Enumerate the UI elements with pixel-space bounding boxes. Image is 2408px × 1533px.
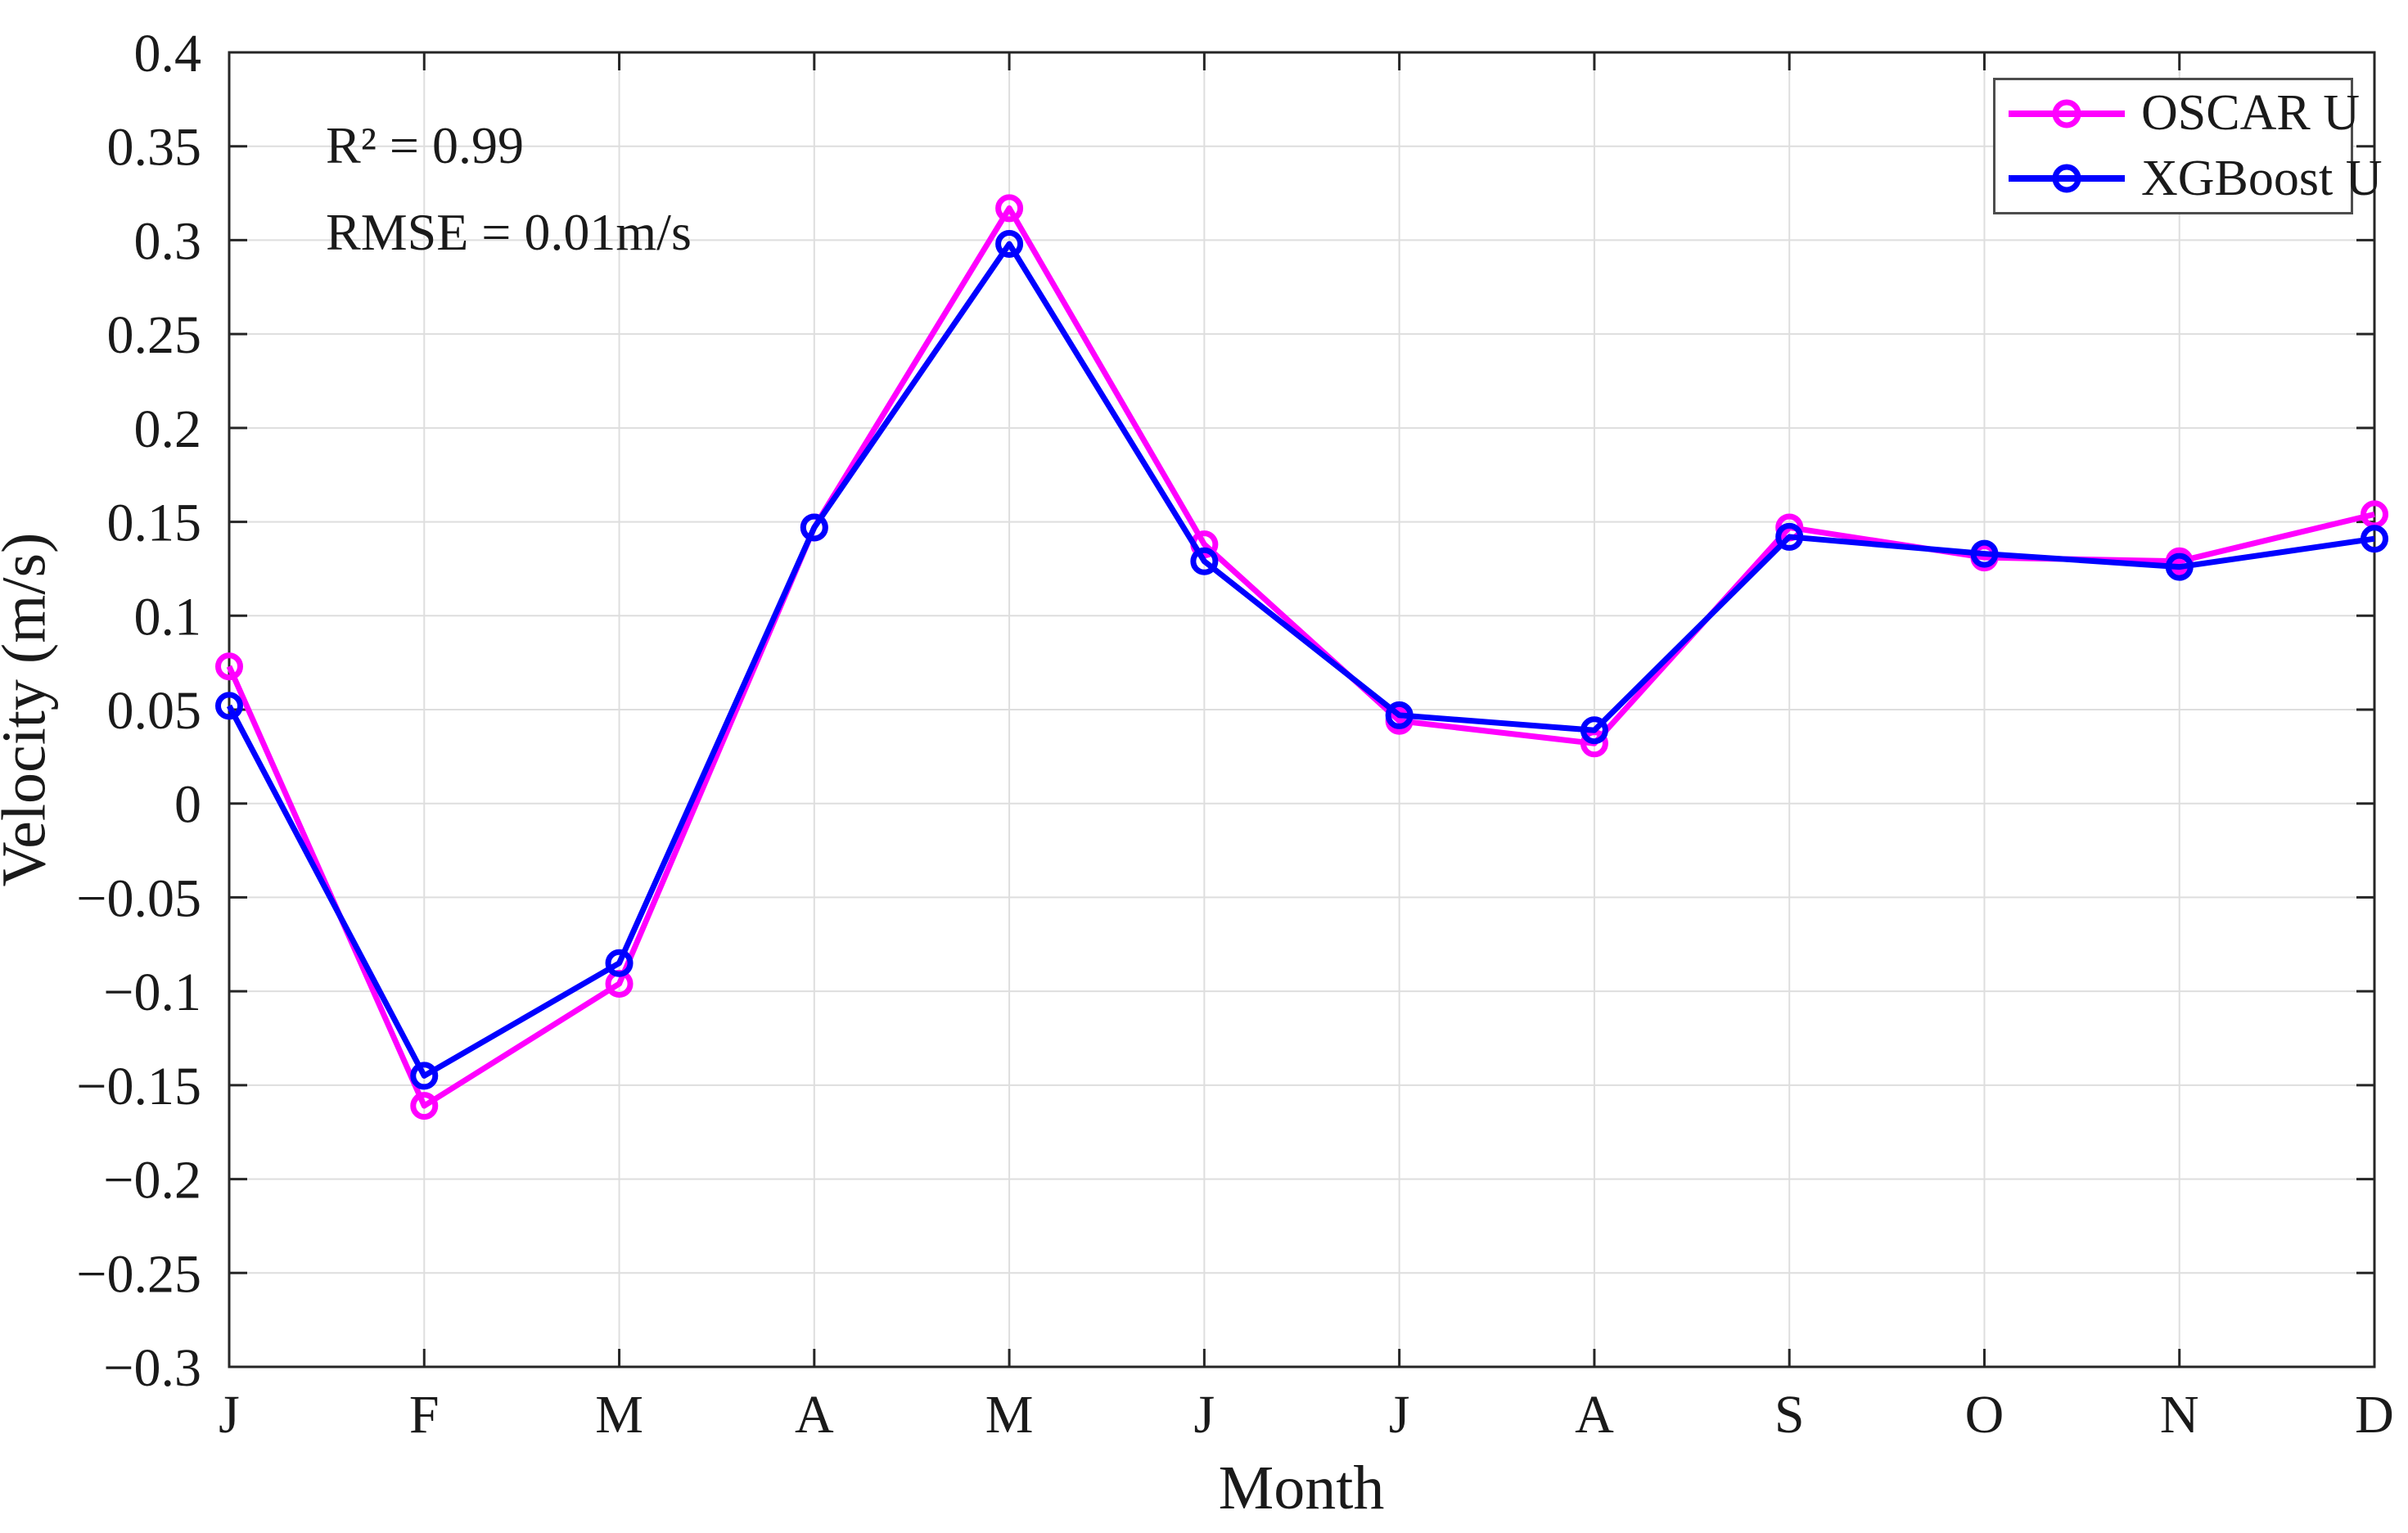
y-tick-label: 0.2 — [134, 399, 202, 459]
legend-label-oscar-u: OSCAR U — [2141, 85, 2361, 142]
x-tick-label: A — [795, 1385, 834, 1445]
y-tick-label: −0.05 — [76, 868, 201, 928]
data-point-marker-xgboost-u — [2165, 552, 2194, 581]
data-point-marker-oscar-u — [995, 194, 1024, 223]
y-tick-label: 0.15 — [107, 494, 202, 553]
data-point-marker-oscar-u — [410, 1092, 439, 1120]
x-axis-title: Month — [1218, 1454, 1385, 1522]
legend-label-xgboost-u: XGBoost U — [2141, 150, 2383, 206]
x-tick-label: M — [985, 1385, 1034, 1445]
y-tick-label: 0.25 — [107, 305, 202, 365]
x-tick-label: D — [2355, 1385, 2394, 1445]
x-tick-label: J — [1389, 1385, 1410, 1445]
data-point-marker-xgboost-u — [1190, 547, 1219, 575]
x-tick-label: S — [1774, 1385, 1805, 1445]
y-tick-label: 0 — [174, 775, 201, 835]
x-tick-label: O — [1965, 1385, 2004, 1445]
y-tick-label: −0.25 — [76, 1244, 201, 1304]
data-point-marker-xgboost-u — [1775, 522, 1804, 551]
x-tick-label: M — [595, 1385, 643, 1445]
y-axis-title: Velocity (m/s) — [0, 532, 59, 887]
data-point-marker-xgboost-u — [800, 513, 828, 542]
y-tick-label: −0.1 — [103, 963, 201, 1022]
data-point-marker-xgboost-u — [995, 230, 1024, 259]
y-tick-label: −0.3 — [103, 1338, 201, 1398]
data-point-marker-xgboost-u — [1970, 539, 1999, 568]
data-point-marker-xgboost-u — [215, 692, 243, 720]
x-tick-label: A — [1575, 1385, 1614, 1445]
x-tick-label: N — [2160, 1385, 2199, 1445]
y-tick-label: 0.3 — [134, 211, 202, 271]
y-tick-label: −0.2 — [103, 1151, 201, 1211]
data-point-marker-xgboost-u — [2361, 525, 2388, 553]
data-point-marker-xgboost-u — [410, 1062, 439, 1090]
x-tick-label: J — [219, 1385, 240, 1445]
data-point-marker-oscar-u — [215, 652, 243, 681]
y-tick-label: 0.1 — [134, 587, 202, 647]
series-line-oscar-u — [226, 205, 2375, 1109]
data-point-marker-xgboost-u — [1580, 716, 1608, 745]
data-point-marker-xgboost-u — [1385, 701, 1414, 729]
oscar-line-marker-icon — [2009, 99, 2125, 129]
y-tick-label: 0.05 — [107, 681, 202, 741]
legend-box: OSCAR U XGBoost U — [1993, 78, 2383, 214]
y-tick-label: 0.4 — [134, 24, 202, 83]
data-point-marker-xgboost-u — [605, 949, 634, 977]
x-tick-label: F — [409, 1385, 440, 1445]
y-tick-label: −0.15 — [76, 1057, 201, 1116]
x-tick-label: J — [1194, 1385, 1215, 1445]
series-line-xgboost-u — [226, 241, 2375, 1079]
y-tick-label: 0.35 — [107, 118, 202, 178]
legend-item-xgboost-u: XGBoost U — [1995, 147, 2383, 210]
r-squared-annotation: R² = 0.99 — [326, 116, 524, 174]
legend-item-oscar-u: OSCAR U — [1995, 82, 2360, 146]
rmse-annotation: RMSE = 0.01m/s — [326, 203, 692, 261]
xgboost-line-marker-icon — [2009, 164, 2125, 193]
